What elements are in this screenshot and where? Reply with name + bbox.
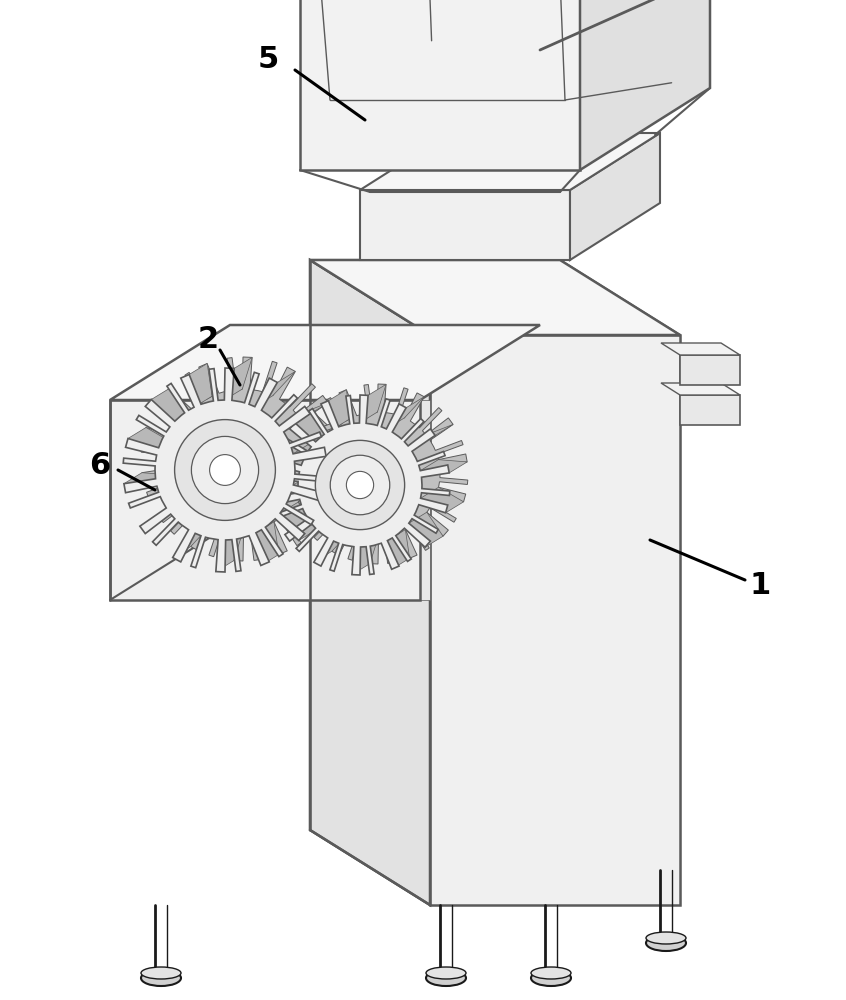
Polygon shape [128, 427, 174, 455]
Polygon shape [141, 357, 345, 561]
Polygon shape [151, 389, 188, 427]
Polygon shape [300, 0, 580, 170]
Polygon shape [680, 395, 740, 425]
Polygon shape [255, 371, 295, 407]
Ellipse shape [646, 932, 686, 944]
Polygon shape [387, 530, 409, 569]
Polygon shape [420, 460, 467, 473]
Polygon shape [294, 474, 340, 502]
Polygon shape [288, 384, 468, 564]
Polygon shape [310, 260, 680, 335]
Text: 5: 5 [257, 45, 278, 75]
Circle shape [191, 436, 259, 504]
Polygon shape [140, 503, 189, 526]
Circle shape [316, 440, 404, 530]
Polygon shape [430, 335, 680, 905]
Polygon shape [408, 424, 453, 446]
Polygon shape [580, 0, 710, 170]
Polygon shape [280, 502, 316, 540]
Ellipse shape [531, 970, 571, 986]
Polygon shape [420, 487, 464, 513]
Polygon shape [270, 395, 450, 575]
Polygon shape [110, 400, 420, 600]
Ellipse shape [426, 967, 466, 979]
Polygon shape [124, 473, 175, 486]
Polygon shape [387, 397, 424, 429]
Polygon shape [190, 364, 212, 407]
Polygon shape [216, 529, 244, 572]
Polygon shape [409, 512, 443, 547]
Polygon shape [310, 260, 680, 335]
Ellipse shape [426, 970, 466, 986]
Polygon shape [310, 260, 430, 905]
Polygon shape [430, 335, 680, 905]
Polygon shape [328, 390, 350, 429]
Ellipse shape [646, 935, 686, 951]
Polygon shape [310, 260, 430, 905]
Polygon shape [570, 133, 660, 260]
Polygon shape [352, 536, 378, 575]
Polygon shape [360, 133, 660, 190]
Polygon shape [173, 522, 213, 558]
Polygon shape [285, 513, 330, 535]
Polygon shape [661, 383, 740, 395]
Text: 2: 2 [197, 326, 218, 355]
Text: 6: 6 [90, 450, 111, 480]
Ellipse shape [141, 970, 181, 986]
Circle shape [210, 455, 240, 485]
Polygon shape [271, 486, 318, 499]
Polygon shape [110, 325, 540, 400]
Polygon shape [279, 403, 328, 426]
Polygon shape [295, 412, 329, 447]
Polygon shape [293, 443, 344, 456]
Polygon shape [360, 190, 570, 260]
Polygon shape [314, 530, 352, 562]
Polygon shape [661, 343, 740, 355]
Polygon shape [360, 384, 386, 423]
Text: 1: 1 [750, 570, 771, 599]
Ellipse shape [141, 967, 181, 979]
Polygon shape [124, 368, 327, 572]
Ellipse shape [531, 967, 571, 979]
Circle shape [330, 455, 390, 515]
Polygon shape [224, 357, 252, 400]
Polygon shape [420, 400, 430, 600]
Polygon shape [256, 522, 279, 565]
Circle shape [174, 420, 276, 520]
Polygon shape [680, 355, 740, 385]
Polygon shape [274, 446, 317, 472]
Circle shape [346, 471, 374, 499]
